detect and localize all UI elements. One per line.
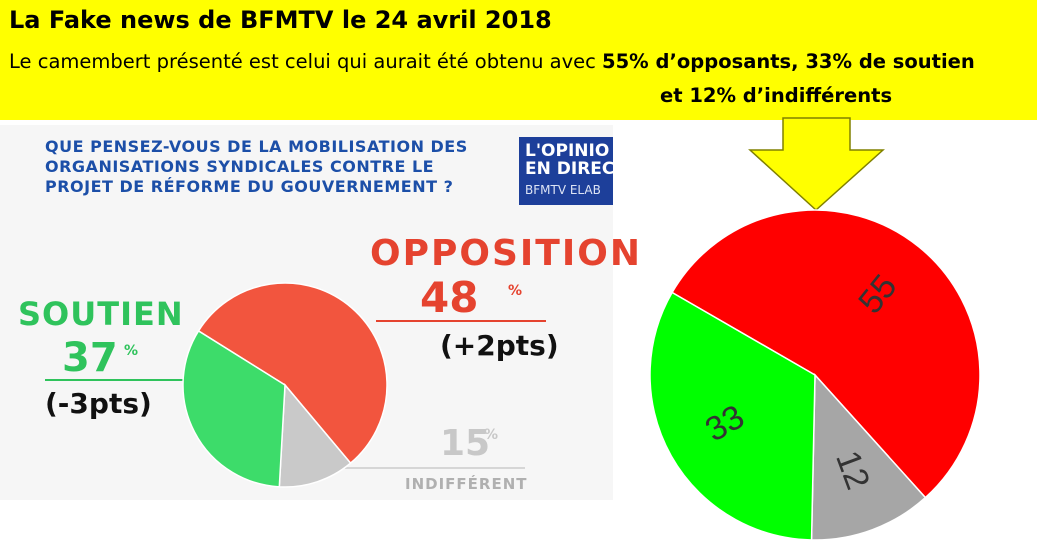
indifferent-label: INDIFFÉRENT (405, 475, 528, 493)
soutien-delta: (-3pts) (45, 387, 152, 420)
soutien-leader-line (45, 379, 275, 381)
logo-text-1: L'OPINIO (525, 141, 610, 161)
indifferent-pct: % (484, 427, 499, 443)
indifferent-value: 15 (440, 423, 491, 464)
pie-slice-55 (671, 209, 981, 499)
pie-slice-33 (649, 291, 816, 541)
poll-question: QUE PENSEZ-VOUS DE LA MOBILISATION DES O… (45, 137, 468, 196)
soutien-pct: % (124, 343, 139, 359)
opposition-leader-line (376, 320, 546, 322)
indifferent-leader-line (345, 467, 525, 469)
banner-subtitle-line2: et 12% d’indifférents (660, 84, 893, 107)
opposition-value: 48 (420, 273, 479, 322)
banner-title: La Fake news de BFMTV le 24 avril 2018 (9, 6, 552, 34)
tv-logo: L'OPINIO EN DIREC BFMTV ELAB (519, 137, 615, 205)
opposition-delta: (+2pts) (440, 329, 559, 362)
opposition-label: OPPOSITION (370, 233, 642, 274)
banner-subtitle-plain: Le camembert présenté est celui qui aura… (9, 50, 603, 73)
banner: La Fake news de BFMTV le 24 avril 2018 L… (0, 0, 1037, 120)
logo-text-3: BFMTV ELAB (525, 183, 601, 197)
opposition-pct: % (508, 283, 523, 299)
logo-text-2: EN DIREC (525, 159, 615, 179)
banner-subtitle-bold: 55% d’opposants, 33% de soutien (602, 50, 975, 73)
soutien-value: 37 (62, 335, 118, 381)
pie-slice-12 (810, 373, 927, 541)
banner-subtitle-line1: Le camembert présenté est celui qui aura… (9, 50, 975, 73)
soutien-label: SOUTIEN (18, 295, 184, 333)
